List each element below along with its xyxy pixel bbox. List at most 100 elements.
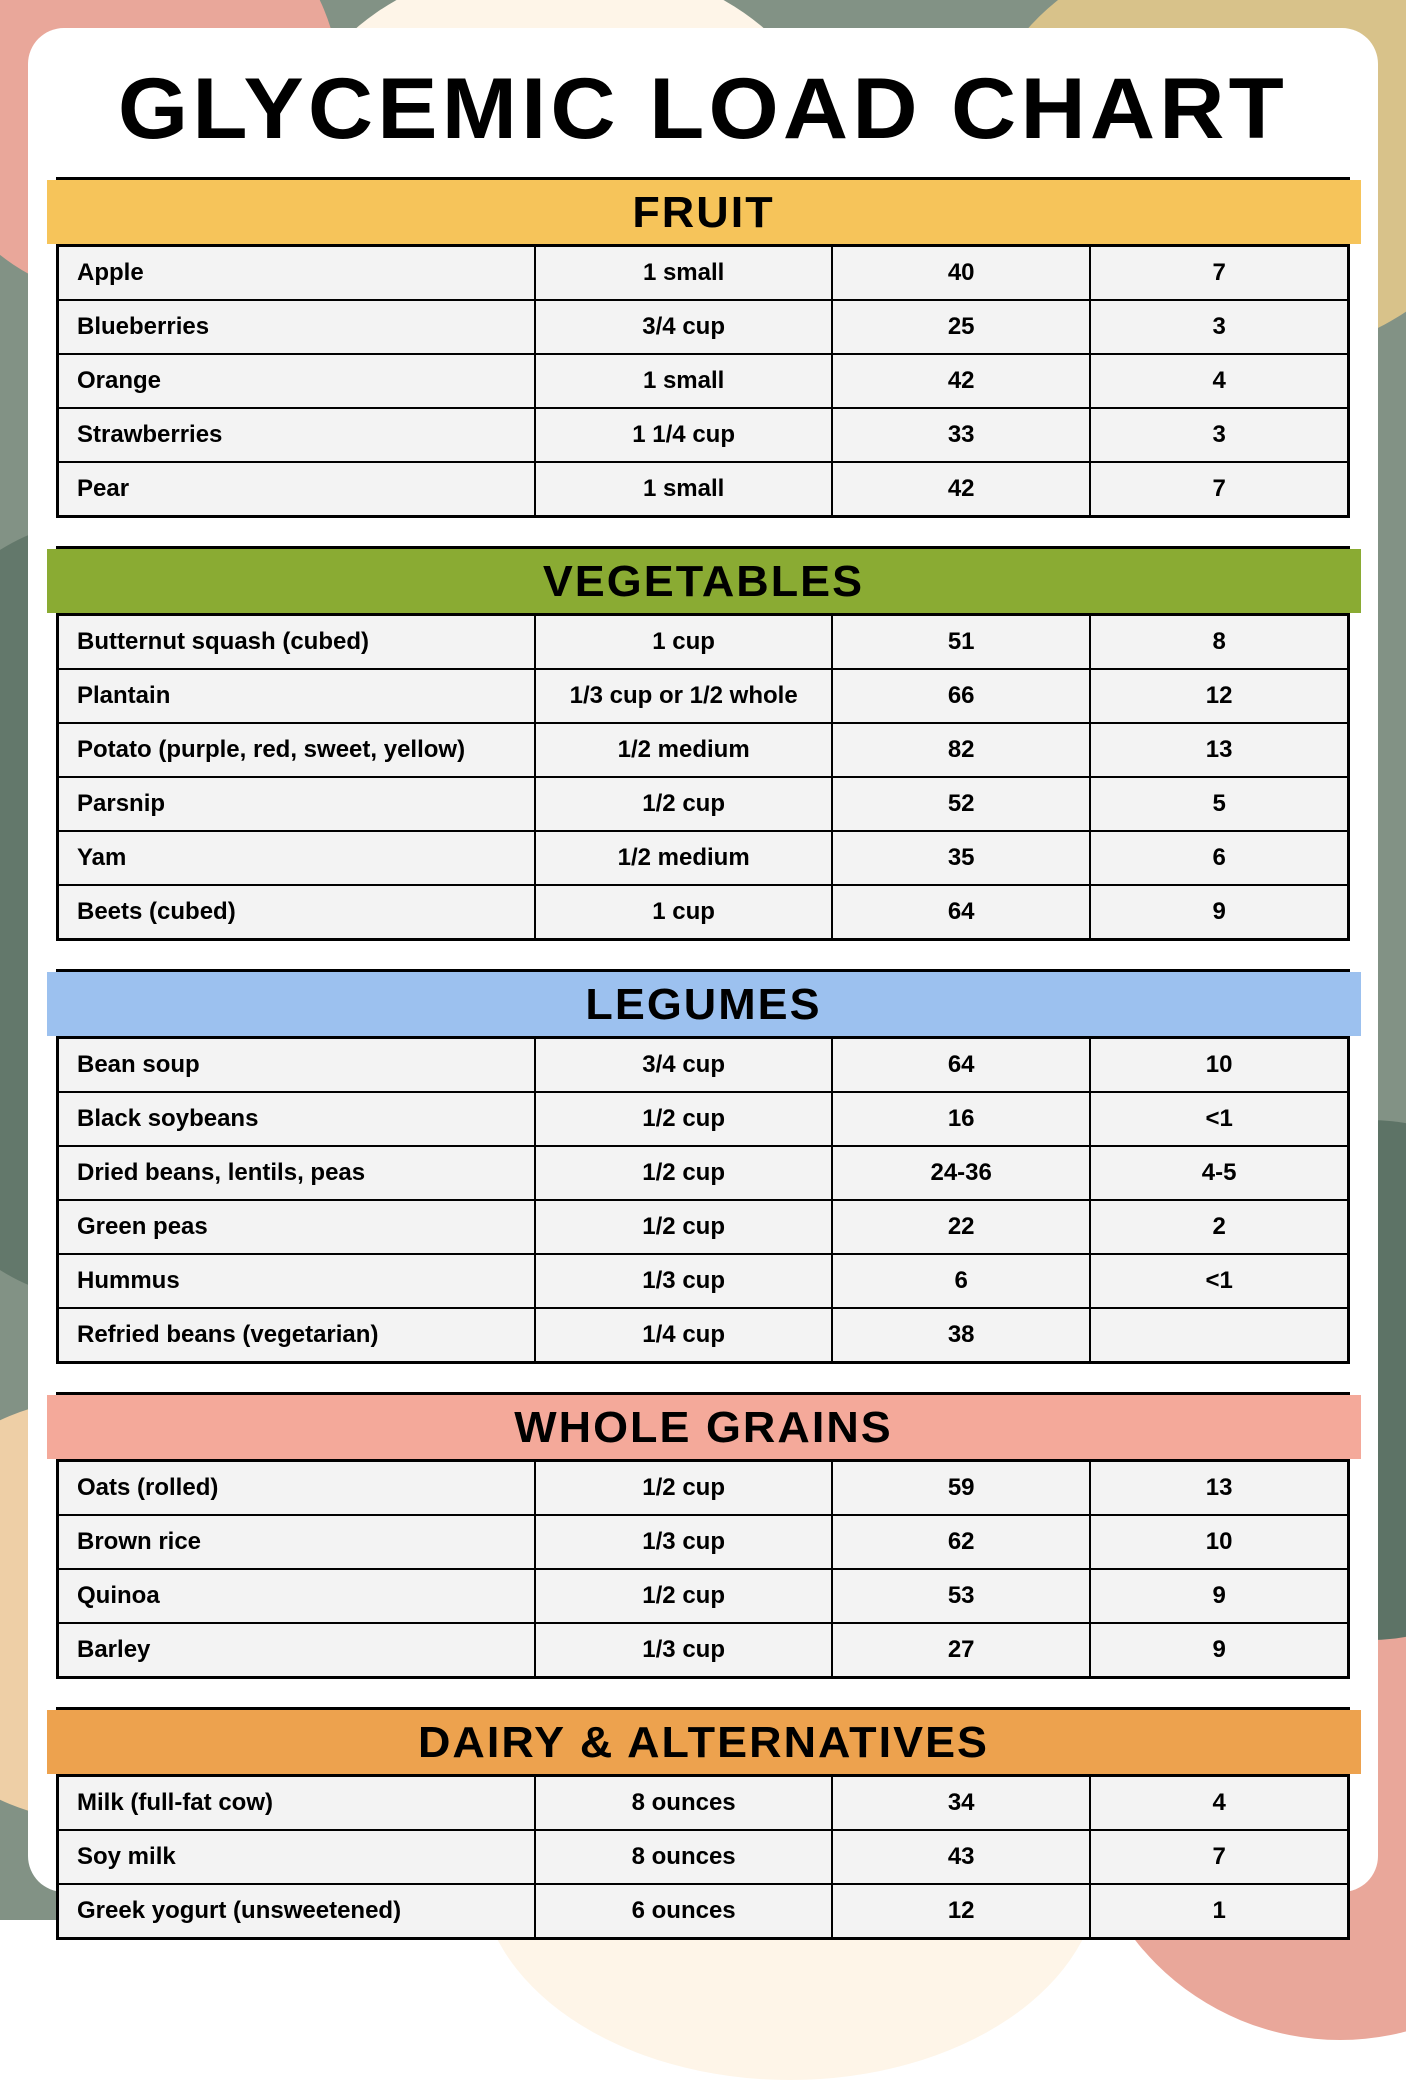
section-table: VEGETABLESButternut squash (cubed)1 cup5… <box>56 546 1350 941</box>
table-row: Strawberries1 1/4 cup333 <box>58 408 1349 462</box>
table-cell: Barley <box>58 1623 536 1678</box>
table-cell: 42 <box>832 462 1090 517</box>
table-row: Apple1 small407 <box>58 246 1349 301</box>
table-cell: <1 <box>1090 1092 1348 1146</box>
table-row: Potato (purple, red, sweet, yellow)1/2 m… <box>58 723 1349 777</box>
table-cell: Butternut squash (cubed) <box>58 615 536 670</box>
table-cell: 13 <box>1090 1461 1348 1516</box>
table-cell: 59 <box>832 1461 1090 1516</box>
table-cell: Black soybeans <box>58 1092 536 1146</box>
table-cell: 25 <box>832 300 1090 354</box>
section-table: LEGUMESBean soup3/4 cup6410Black soybean… <box>56 969 1350 1364</box>
table-cell: 24-36 <box>832 1146 1090 1200</box>
table-cell: 1 small <box>535 462 832 517</box>
table-cell: 1/4 cup <box>535 1308 832 1363</box>
table-cell: Oats (rolled) <box>58 1461 536 1516</box>
table-cell: Dried beans, lentils, peas <box>58 1146 536 1200</box>
table-cell: 1 1/4 cup <box>535 408 832 462</box>
table-cell: 5 <box>1090 777 1348 831</box>
table-cell: 1/2 cup <box>535 1569 832 1623</box>
table-cell: 53 <box>832 1569 1090 1623</box>
section-table: FRUITApple1 small407Blueberries3/4 cup25… <box>56 177 1350 518</box>
table-row: Milk (full-fat cow)8 ounces344 <box>58 1776 1349 1831</box>
table-cell: Blueberries <box>58 300 536 354</box>
section-whole-grains: WHOLE GRAINSOats (rolled)1/2 cup5913Brow… <box>56 1392 1350 1679</box>
section-fruit: FRUITApple1 small407Blueberries3/4 cup25… <box>56 177 1350 518</box>
table-cell: Greek yogurt (unsweetened) <box>58 1884 536 1939</box>
table-cell: 1/3 cup <box>535 1515 832 1569</box>
table-cell: 12 <box>832 1884 1090 1939</box>
section-header: FRUIT <box>45 179 1362 246</box>
table-cell: 6 <box>832 1254 1090 1308</box>
table-cell: 8 ounces <box>535 1776 832 1831</box>
section-table: DAIRY & ALTERNATIVESMilk (full-fat cow)8… <box>56 1707 1350 1940</box>
section-header: DAIRY & ALTERNATIVES <box>45 1709 1362 1776</box>
table-cell: 66 <box>832 669 1090 723</box>
table-cell: Apple <box>58 246 536 301</box>
section-header: VEGETABLES <box>45 548 1362 615</box>
table-cell: 1 small <box>535 246 832 301</box>
table-cell: 33 <box>832 408 1090 462</box>
section-header: LEGUMES <box>45 971 1362 1038</box>
table-cell: 3 <box>1090 300 1348 354</box>
table-row: Beets (cubed)1 cup649 <box>58 885 1349 940</box>
section-legumes: LEGUMESBean soup3/4 cup6410Black soybean… <box>56 969 1350 1364</box>
table-cell: 22 <box>832 1200 1090 1254</box>
table-cell: 16 <box>832 1092 1090 1146</box>
table-cell: Green peas <box>58 1200 536 1254</box>
section-vegetables: VEGETABLESButternut squash (cubed)1 cup5… <box>56 546 1350 941</box>
table-cell: 9 <box>1090 1569 1348 1623</box>
table-cell: 3/4 cup <box>535 300 832 354</box>
table-cell: Orange <box>58 354 536 408</box>
table-cell: 9 <box>1090 1623 1348 1678</box>
table-cell: Milk (full-fat cow) <box>58 1776 536 1831</box>
page-title: GLYCEMIC LOAD CHART <box>24 60 1383 159</box>
table-cell: Potato (purple, red, sweet, yellow) <box>58 723 536 777</box>
table-cell: Bean soup <box>58 1038 536 1093</box>
section-dairy-alternatives: DAIRY & ALTERNATIVESMilk (full-fat cow)8… <box>56 1707 1350 1940</box>
section-header: WHOLE GRAINS <box>45 1394 1362 1461</box>
table-row: Refried beans (vegetarian)1/4 cup38 <box>58 1308 1349 1363</box>
table-cell: 1/2 cup <box>535 1200 832 1254</box>
table-cell: 64 <box>832 885 1090 940</box>
table-row: Dried beans, lentils, peas1/2 cup24-364-… <box>58 1146 1349 1200</box>
table-cell: 1 cup <box>535 615 832 670</box>
table-cell: 51 <box>832 615 1090 670</box>
table-cell: 2 <box>1090 1200 1348 1254</box>
table-cell: 52 <box>832 777 1090 831</box>
table-cell: 40 <box>832 246 1090 301</box>
table-row: Yam1/2 medium356 <box>58 831 1349 885</box>
table-cell: 34 <box>832 1776 1090 1831</box>
table-cell: 82 <box>832 723 1090 777</box>
table-cell: 1/2 cup <box>535 1092 832 1146</box>
table-cell: Hummus <box>58 1254 536 1308</box>
table-cell: Brown rice <box>58 1515 536 1569</box>
table-cell: 1 small <box>535 354 832 408</box>
table-cell: 1 cup <box>535 885 832 940</box>
table-cell: 9 <box>1090 885 1348 940</box>
table-cell: 8 <box>1090 615 1348 670</box>
table-cell: 1/2 medium <box>535 831 832 885</box>
table-cell: Strawberries <box>58 408 536 462</box>
table-cell: 1/2 medium <box>535 723 832 777</box>
table-cell <box>1090 1308 1348 1363</box>
table-row: Oats (rolled)1/2 cup5913 <box>58 1461 1349 1516</box>
table-cell: Pear <box>58 462 536 517</box>
table-cell: Beets (cubed) <box>58 885 536 940</box>
table-cell: 7 <box>1090 1830 1348 1884</box>
table-cell: <1 <box>1090 1254 1348 1308</box>
table-cell: 62 <box>832 1515 1090 1569</box>
table-cell: 27 <box>832 1623 1090 1678</box>
table-cell: 7 <box>1090 246 1348 301</box>
table-row: Pear1 small427 <box>58 462 1349 517</box>
table-cell: 1 <box>1090 1884 1348 1939</box>
table-row: Quinoa1/2 cup539 <box>58 1569 1349 1623</box>
table-cell: 6 <box>1090 831 1348 885</box>
table-cell: 43 <box>832 1830 1090 1884</box>
table-cell: Plantain <box>58 669 536 723</box>
table-row: Bean soup3/4 cup6410 <box>58 1038 1349 1093</box>
table-cell: 1/3 cup or 1/2 whole <box>535 669 832 723</box>
table-row: Brown rice1/3 cup6210 <box>58 1515 1349 1569</box>
table-cell: Yam <box>58 831 536 885</box>
table-cell: Quinoa <box>58 1569 536 1623</box>
